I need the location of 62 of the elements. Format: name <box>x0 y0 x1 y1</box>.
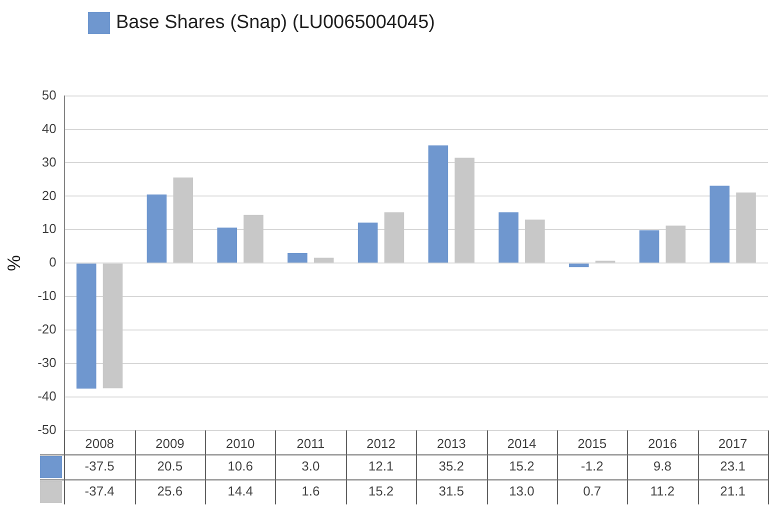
y-tick-label: 30 <box>42 154 56 170</box>
bar <box>173 177 194 263</box>
legend-label: Base Shares (Snap) (LU0065004045) <box>116 12 435 34</box>
bar <box>666 226 686 263</box>
x-tick-label: 2009 <box>155 436 184 451</box>
data-label: 15.2 <box>368 483 394 498</box>
x-tick-label: 2014 <box>507 436 536 451</box>
bar <box>569 264 589 268</box>
bar <box>428 145 448 263</box>
data-label: -37.4 <box>84 483 114 498</box>
data-label: 3.0 <box>302 458 320 474</box>
data-label: 10.6 <box>228 458 253 474</box>
data-label: 23.1 <box>720 458 746 474</box>
bar <box>146 194 167 263</box>
y-tick-label: 0 <box>49 254 56 270</box>
bar <box>710 186 730 263</box>
bar <box>102 264 123 388</box>
y-tick-label: 40 <box>42 120 56 136</box>
bar <box>525 220 545 263</box>
x-tick-label: 2008 <box>85 436 114 451</box>
x-tick-label: 2016 <box>648 436 677 451</box>
y-axis-title: % <box>4 255 24 272</box>
data-label: 13.0 <box>509 483 534 498</box>
x-tick-label: 2013 <box>436 436 466 451</box>
data-label: 25.6 <box>157 483 183 498</box>
data-label: 9.8 <box>653 458 672 474</box>
data-label: 11.2 <box>650 483 675 498</box>
data-label: 20.5 <box>157 458 183 474</box>
y-tick-label: 10 <box>42 221 56 236</box>
data-label: 21.1 <box>720 483 746 498</box>
x-tick-label: 2017 <box>718 436 748 451</box>
y-tick-label: -10 <box>38 288 56 304</box>
bar <box>288 253 308 263</box>
bar <box>498 212 518 263</box>
y-tick-label: 20 <box>42 188 56 203</box>
x-tick-label: 2015 <box>578 436 607 451</box>
y-tick-label: -50 <box>38 422 56 437</box>
x-tick-label: 2012 <box>366 436 396 451</box>
data-label: 14.4 <box>228 483 253 498</box>
y-tick-label: -30 <box>38 355 56 370</box>
bar <box>358 222 378 263</box>
bar <box>76 264 96 389</box>
data-label: 0.7 <box>583 483 602 498</box>
data-label: 35.2 <box>438 458 464 474</box>
bar <box>736 192 756 263</box>
y-tick-label: 50 <box>42 87 56 102</box>
bar <box>244 214 264 263</box>
data-label: 15.2 <box>509 458 534 474</box>
data-label: -37.5 <box>84 458 114 474</box>
bar <box>454 158 474 263</box>
bar <box>314 258 334 263</box>
data-label: 12.1 <box>368 458 394 474</box>
data-label: 1.6 <box>302 483 320 498</box>
data-label: 31.5 <box>438 483 464 498</box>
bar <box>384 212 404 263</box>
y-tick-label: -20 <box>38 322 56 337</box>
x-tick-label: 2011 <box>296 436 325 451</box>
bar <box>639 230 660 263</box>
y-tick-label: -40 <box>38 388 56 404</box>
data-label: -1.2 <box>580 458 604 474</box>
x-tick-label: 2010 <box>226 436 255 451</box>
bar <box>217 228 237 263</box>
